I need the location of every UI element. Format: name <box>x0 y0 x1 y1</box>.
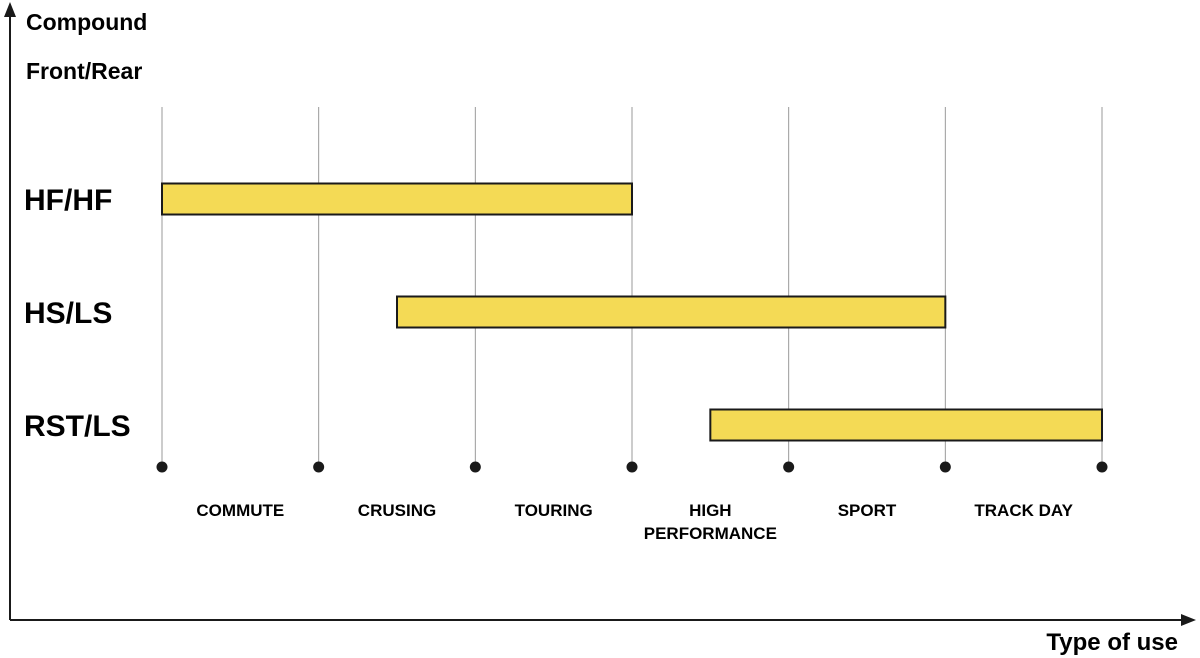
category-label: TRACK DAY <box>974 501 1073 520</box>
tick-dot <box>939 461 951 473</box>
category-label: TOURING <box>515 501 593 520</box>
y-axis-arrow-icon <box>4 2 16 17</box>
row-label: HF/HF <box>24 184 112 217</box>
axes <box>4 2 1196 626</box>
tick-dot <box>156 461 168 473</box>
x-axis-arrow-icon <box>1181 614 1196 626</box>
row-label: RST/LS <box>24 410 131 443</box>
category-label: CRUSING <box>358 501 436 520</box>
category-label: HIGH <box>689 501 732 520</box>
x-axis-title: Type of use <box>1046 629 1178 656</box>
y-axis-title-line-2: Front/Rear <box>26 58 142 84</box>
range-bar <box>709 408 1103 442</box>
tick-dot <box>626 461 638 473</box>
tick-dot <box>469 461 481 473</box>
tick-markers <box>156 461 1108 473</box>
range-bar <box>161 182 633 216</box>
range-bar <box>396 295 947 329</box>
tick-dot <box>313 461 325 473</box>
category-label: SPORT <box>838 501 897 520</box>
tick-dot <box>1096 461 1108 473</box>
tick-dot <box>783 461 795 473</box>
labels: Compound Front/Rear Type of use COMMUTE C… <box>24 9 1178 656</box>
row-label: HS/LS <box>24 297 112 330</box>
y-axis-title-line-1: Compound <box>26 9 147 35</box>
category-label: PERFORMANCE <box>644 524 777 543</box>
gridlines <box>161 107 1103 467</box>
category-label: COMMUTE <box>196 501 284 520</box>
bars <box>161 182 1103 442</box>
